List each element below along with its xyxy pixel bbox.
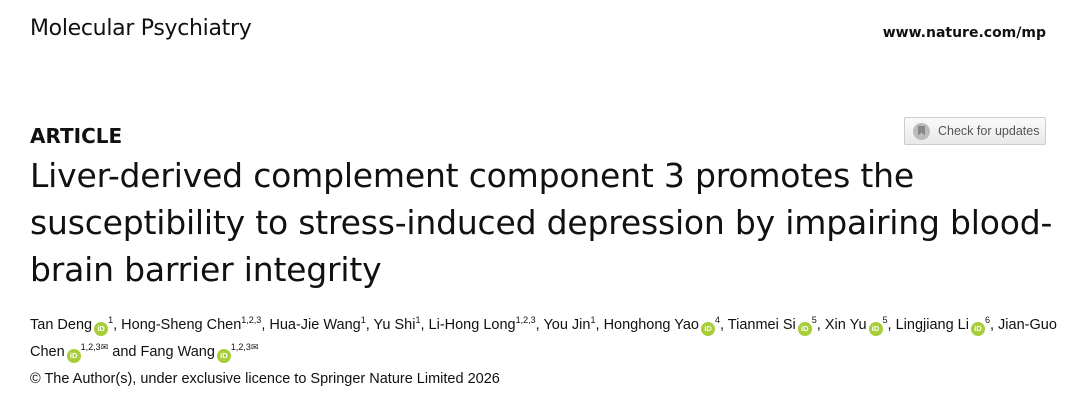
author[interactable]: Li-Hong Long1,2,3 — [428, 315, 536, 333]
separator: and — [108, 343, 141, 360]
author-name: Tan Deng — [30, 316, 93, 333]
author-name: Jian-Guo Chen — [30, 316, 1057, 360]
separator: , — [261, 316, 270, 333]
affiliation: 1 — [360, 315, 366, 325]
separator: , — [365, 316, 374, 333]
separator: , — [989, 316, 999, 333]
affiliation: 1 — [108, 315, 114, 325]
journal-name: Molecular Psychiatry — [30, 16, 252, 41]
separator: , — [535, 316, 544, 333]
author-name: You Jin — [543, 316, 591, 333]
affiliation: 4 — [714, 315, 720, 325]
affiliation: 5 — [811, 315, 817, 325]
separator: , — [595, 316, 604, 333]
affiliation: 1 — [415, 315, 421, 325]
orcid-icon[interactable]: iD — [216, 348, 231, 363]
author-name: Yu Shi — [373, 316, 416, 333]
author[interactable]: You Jin1 — [543, 315, 596, 333]
affiliation: 5 — [882, 315, 888, 325]
author-list: Tan Deng iD1, Hong-Sheng Chen1,2,3, Hua-J… — [30, 309, 1060, 363]
separator: , — [720, 316, 728, 333]
check-for-updates-button[interactable]: Check for updates — [904, 117, 1046, 145]
author-name: Tianmei Si — [727, 316, 796, 333]
author-name: Fang Wang — [140, 343, 215, 360]
article-title: Liver-derived complement component 3 pro… — [30, 156, 1053, 289]
affiliation: 1 — [590, 315, 596, 325]
bookmark-icon — [913, 122, 930, 140]
author[interactable]: Fang Wang iD1,2,3✉ — [140, 341, 259, 363]
separator: , — [420, 316, 429, 333]
affiliation: 1,2,3 — [230, 341, 251, 352]
author-name: Xin Yu — [824, 316, 867, 333]
author[interactable]: Xin Yu iD5 — [824, 315, 888, 336]
author-name: Lingjiang Li — [895, 316, 969, 333]
article-type: ARTICLE — [30, 124, 123, 148]
orcid-icon[interactable]: iD — [700, 321, 715, 336]
author-name: Hua-Jie Wang — [269, 316, 361, 333]
author[interactable]: Tan Deng iD1 — [30, 315, 114, 336]
journal-url[interactable]: www.nature.com/mp — [882, 25, 1046, 41]
author-name: Hong-Sheng Chen — [121, 316, 242, 333]
separator: , — [113, 316, 122, 333]
copyright: © The Author(s), under exclusive licence… — [30, 371, 500, 387]
author[interactable]: Tianmei Si iD5 — [727, 315, 817, 336]
separator: , — [816, 316, 825, 333]
orcid-icon[interactable]: iD — [94, 321, 109, 336]
separator: , — [887, 316, 896, 333]
affiliation: 1,2,3 — [80, 341, 101, 352]
author[interactable]: Jian-Guo Chen iD1,2,3✉ — [30, 316, 1057, 363]
affiliation: 1,2,3 — [515, 315, 536, 325]
check-for-updates-label: Check for updates — [938, 124, 1040, 138]
affiliation: 1,2,3 — [241, 315, 262, 325]
author-name: Li-Hong Long — [428, 316, 516, 333]
author[interactable]: Yu Shi1 — [373, 315, 421, 333]
orcid-icon[interactable]: iD — [797, 321, 812, 336]
mail-icon[interactable]: ✉ — [250, 341, 259, 352]
author[interactable]: Lingjiang Li iD6 — [895, 315, 990, 336]
author[interactable]: Hong-Sheng Chen1,2,3 — [121, 315, 262, 333]
author[interactable]: Hua-Jie Wang1 — [269, 315, 366, 333]
orcid-icon[interactable]: iD — [868, 321, 883, 336]
author[interactable]: Honghong Yao iD4 — [603, 315, 720, 336]
mail-icon[interactable]: ✉ — [100, 341, 109, 352]
affiliation: 6 — [984, 315, 990, 325]
orcid-icon[interactable]: iD — [970, 321, 985, 336]
author-name: Honghong Yao — [603, 316, 699, 333]
orcid-icon[interactable]: iD — [66, 348, 81, 363]
